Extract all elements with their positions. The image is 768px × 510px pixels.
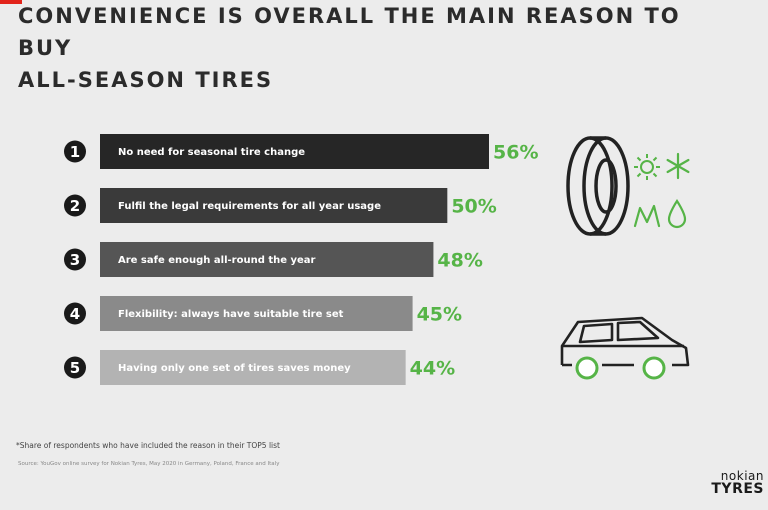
category-label: Flexibility: always have suitable tire s… <box>118 309 344 320</box>
bar-row: 1 No need for seasonal tire change 56% <box>64 134 538 169</box>
bar <box>100 188 448 223</box>
value-label: 56% <box>493 142 538 164</box>
bar-row: 3 Are safe enough all-round the year 48% <box>64 242 483 277</box>
car-icon <box>560 316 690 380</box>
logo-line-2: TYRES <box>711 481 764 497</box>
tire-icon <box>566 136 630 236</box>
title-line-1: CONVENIENCE IS OVERALL THE MAIN REASON T… <box>18 4 681 60</box>
rank-badge <box>64 356 86 379</box>
category-label: Fulfil the legal requirements for all ye… <box>118 201 381 212</box>
category-label: Are safe enough all-round the year <box>118 255 316 266</box>
source-note: Source: YouGov online survey for Nokian … <box>18 461 280 467</box>
nokian-tyres-logo: nokian TYRES <box>688 470 764 496</box>
rank-badge <box>64 194 86 217</box>
snowflake-icon <box>666 152 690 180</box>
rank-badge <box>64 248 86 271</box>
bar-row: 5 Having only one set of tires saves mone… <box>64 350 455 385</box>
title-line-2: ALL-SEASON TIRES <box>18 68 274 92</box>
value-label: 45% <box>417 304 462 326</box>
rank-label: 4 <box>70 305 80 323</box>
logo-line-1: nokian <box>720 469 764 483</box>
value-label: 50% <box>451 196 496 218</box>
rank-label: 5 <box>70 359 80 377</box>
category-label: Having only one set of tires saves money <box>118 363 351 374</box>
sun-icon <box>634 154 660 180</box>
value-label: 48% <box>437 250 482 272</box>
brand-red-mark <box>0 0 22 4</box>
bar <box>100 242 434 277</box>
footnote: *Share of respondents who have included … <box>16 441 280 450</box>
bar-row: 4 Flexibility: always have suitable tire … <box>64 296 462 331</box>
value-label: 44% <box>410 358 455 380</box>
bar-row: 2 Fulfil the legal requirements for all y… <box>64 188 497 223</box>
raindrop-icon <box>667 199 687 229</box>
rank-label: 1 <box>70 143 80 161</box>
bar <box>100 134 489 169</box>
rank-label: 2 <box>70 197 80 215</box>
rank-badge <box>64 140 86 163</box>
page-title: CONVENIENCE IS OVERALL THE MAIN REASON T… <box>18 0 738 96</box>
category-label: No need for seasonal tire change <box>118 147 305 158</box>
rank-label: 3 <box>70 251 80 269</box>
bar <box>100 296 413 331</box>
leaf-icon <box>633 204 661 228</box>
rank-badge <box>64 302 86 325</box>
bar <box>100 350 406 385</box>
